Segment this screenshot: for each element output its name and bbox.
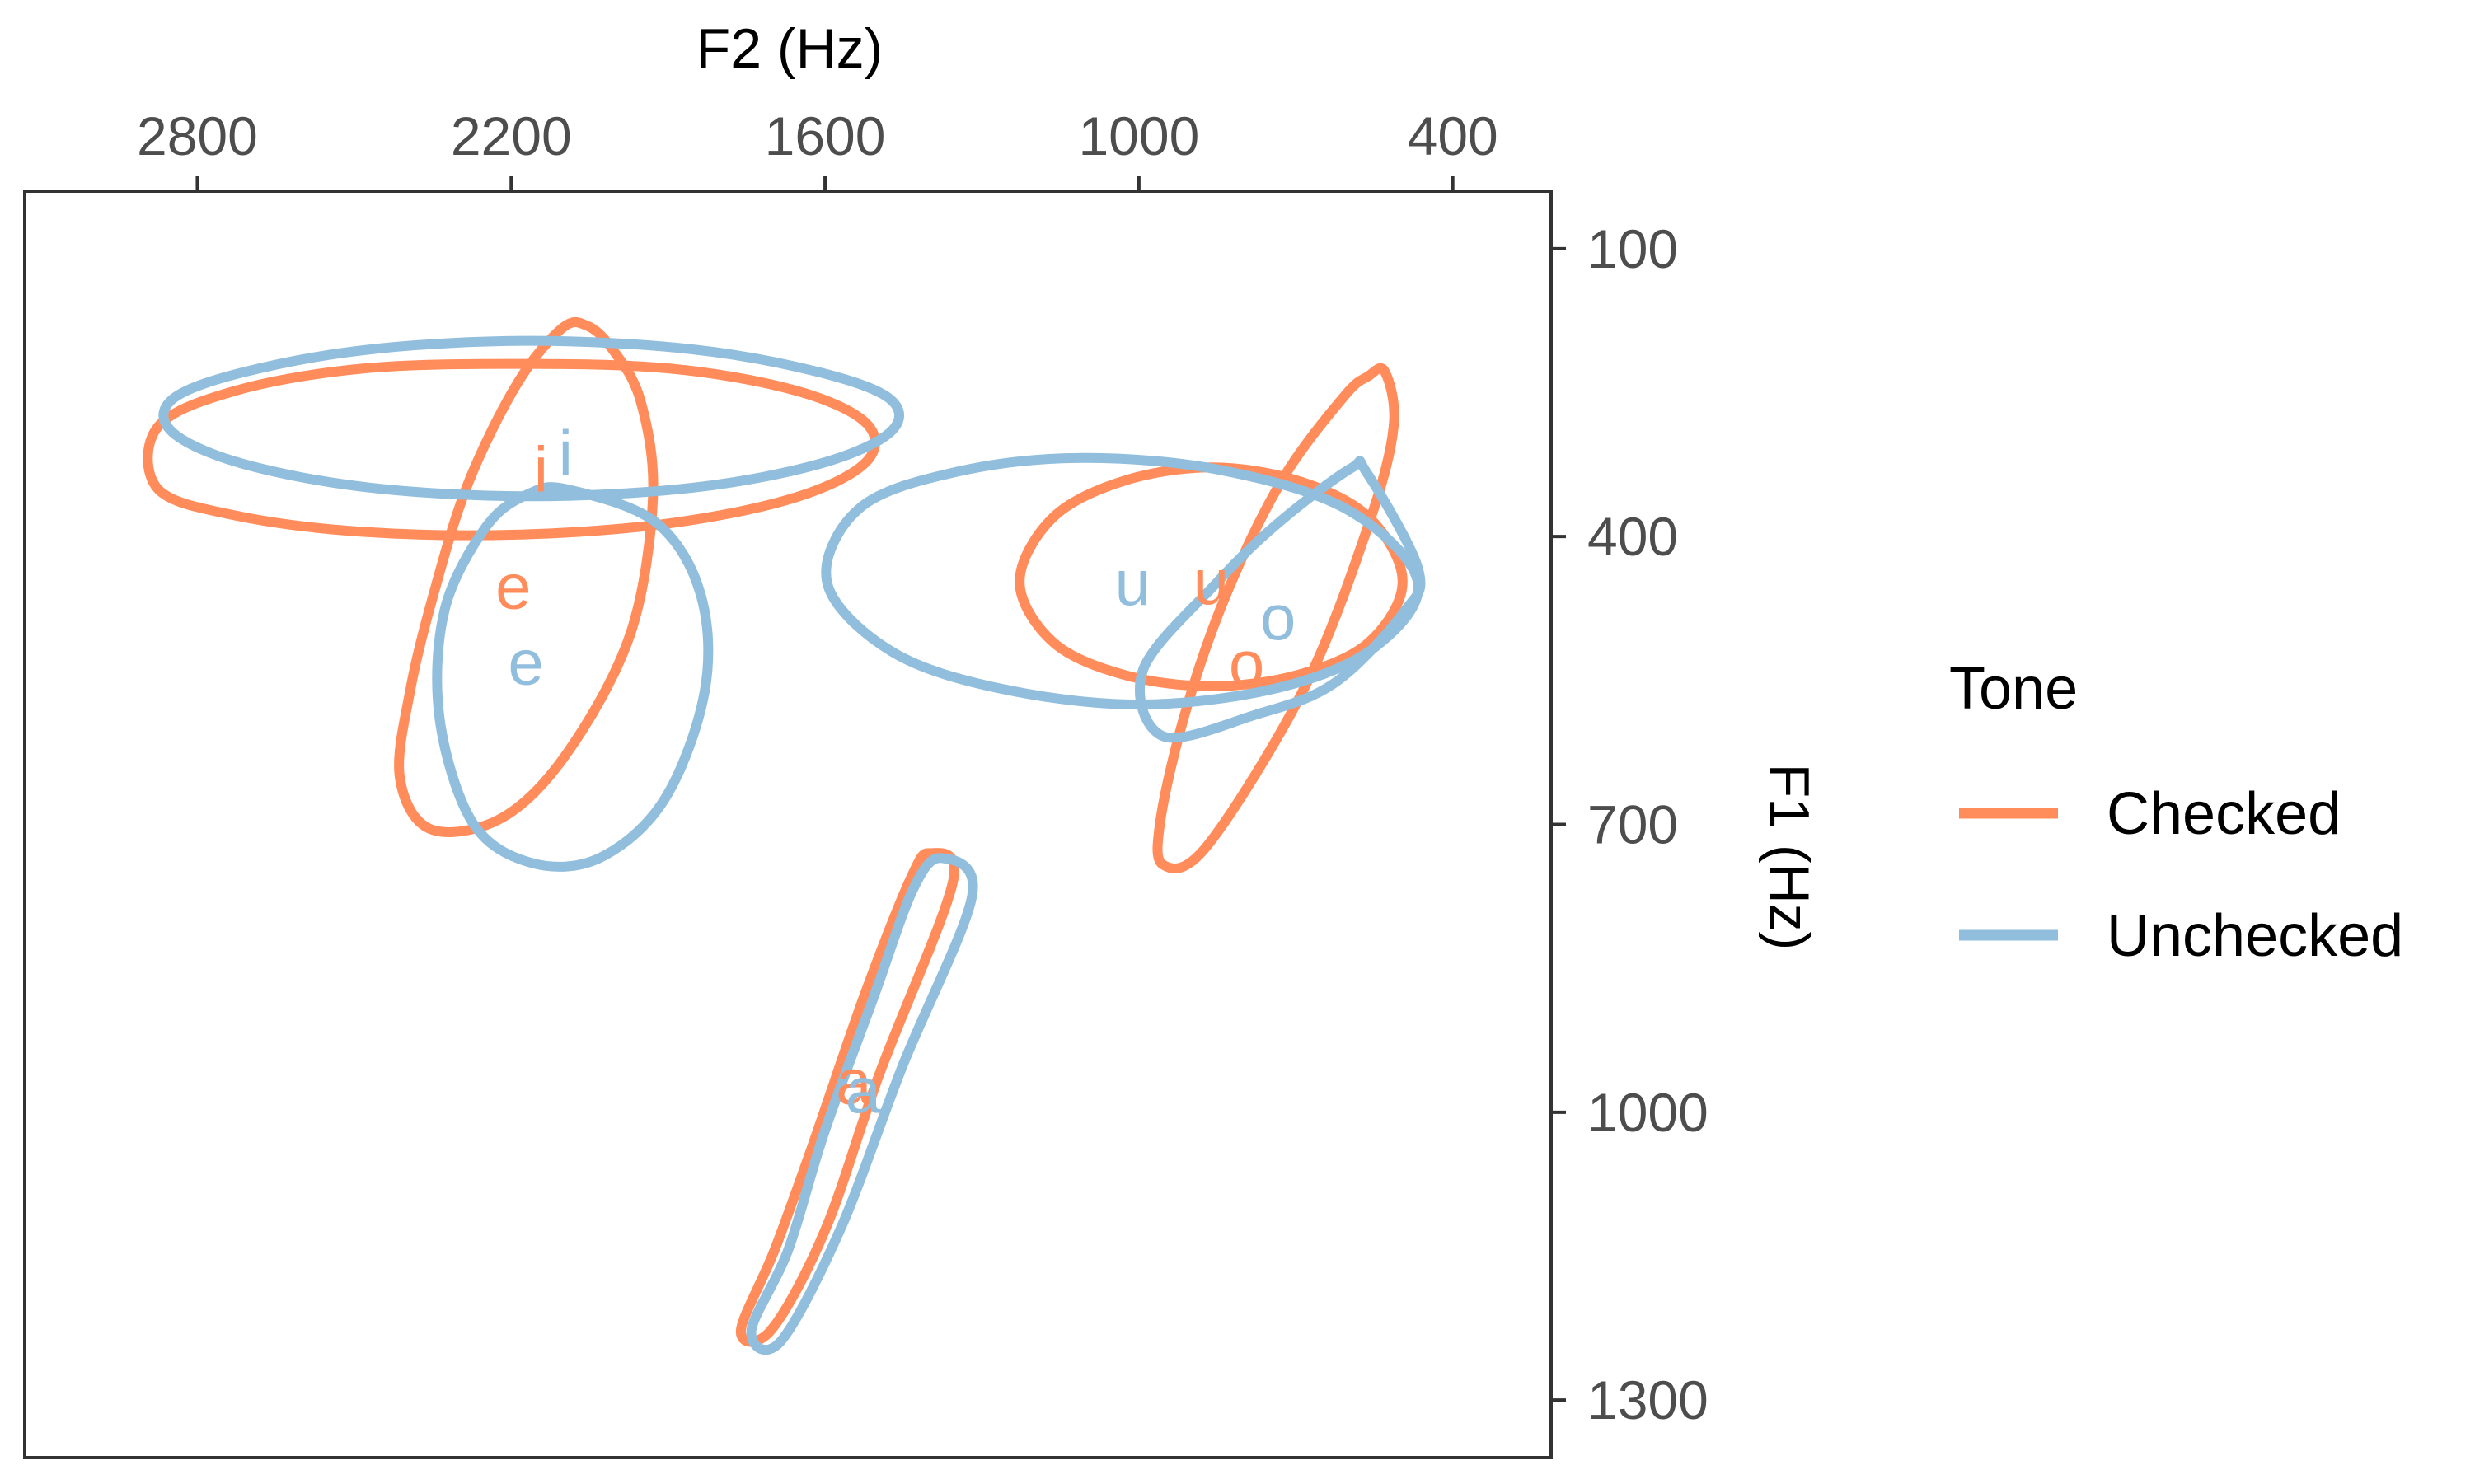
vowel-label-unchecked-e: e xyxy=(508,626,543,699)
vowel-label-checked-a: a xyxy=(836,1046,872,1118)
legend-label-checked: Checked xyxy=(2107,781,2341,847)
vowel-label-unchecked-o: o xyxy=(1260,581,1296,653)
vowel-label-checked-u: u xyxy=(1193,545,1229,618)
x-axis-ticks: 2800 2200 1600 1000 400 xyxy=(137,105,1498,191)
legend-title: Tone xyxy=(1949,656,2078,722)
ellipse-unchecked-e xyxy=(432,482,714,872)
vowel-ellipses xyxy=(143,316,1426,1355)
vowel-label-checked-i: i xyxy=(534,433,548,506)
x-tick-label: 1600 xyxy=(765,105,886,166)
ellipse-checked-u xyxy=(1015,462,1408,691)
ellipse-unchecked-a xyxy=(746,853,978,1355)
ellipse-unchecked-i xyxy=(158,335,904,502)
x-axis-title: F2 (Hz) xyxy=(696,17,884,80)
y-axis-label: F1 (Hz) xyxy=(1758,764,1821,951)
ellipse-checked-a xyxy=(735,848,959,1347)
y-tick-label: 1000 xyxy=(1587,1082,1709,1143)
y-tick-label: 100 xyxy=(1587,218,1678,279)
plot-panel xyxy=(23,190,1553,1459)
vowel-label-checked-e: e xyxy=(495,550,531,623)
y-tick-label: 400 xyxy=(1587,506,1678,567)
ellipse-checked-e xyxy=(394,316,659,837)
vowel-label-unchecked-i: i xyxy=(559,417,573,489)
vowel-label-unchecked-a: a xyxy=(846,1054,882,1126)
vowel-label-unchecked-u: u xyxy=(1115,546,1151,619)
y-tick-label: 700 xyxy=(1587,794,1678,855)
x-tick-label: 400 xyxy=(1408,105,1498,166)
x-tick-label: 2800 xyxy=(137,105,258,166)
x-tick-label: 1000 xyxy=(1078,105,1199,166)
ellipse-checked-i xyxy=(143,358,880,541)
vowel-label-checked-o: o xyxy=(1229,627,1264,700)
y-axis-ticks: 100 400 700 1000 1300 xyxy=(1551,218,1709,1430)
legend: Tone Checked Unchecked xyxy=(1949,656,2403,969)
legend-label-unchecked: Unchecked xyxy=(2107,903,2403,969)
y-axis-title: F1 (Hz) xyxy=(1758,764,1821,951)
x-axis-label: F2 (Hz) xyxy=(696,17,884,80)
y-tick-label: 1300 xyxy=(1587,1369,1709,1430)
x-tick-label: 2200 xyxy=(451,105,572,166)
ellipse-unchecked-o xyxy=(1135,456,1426,743)
